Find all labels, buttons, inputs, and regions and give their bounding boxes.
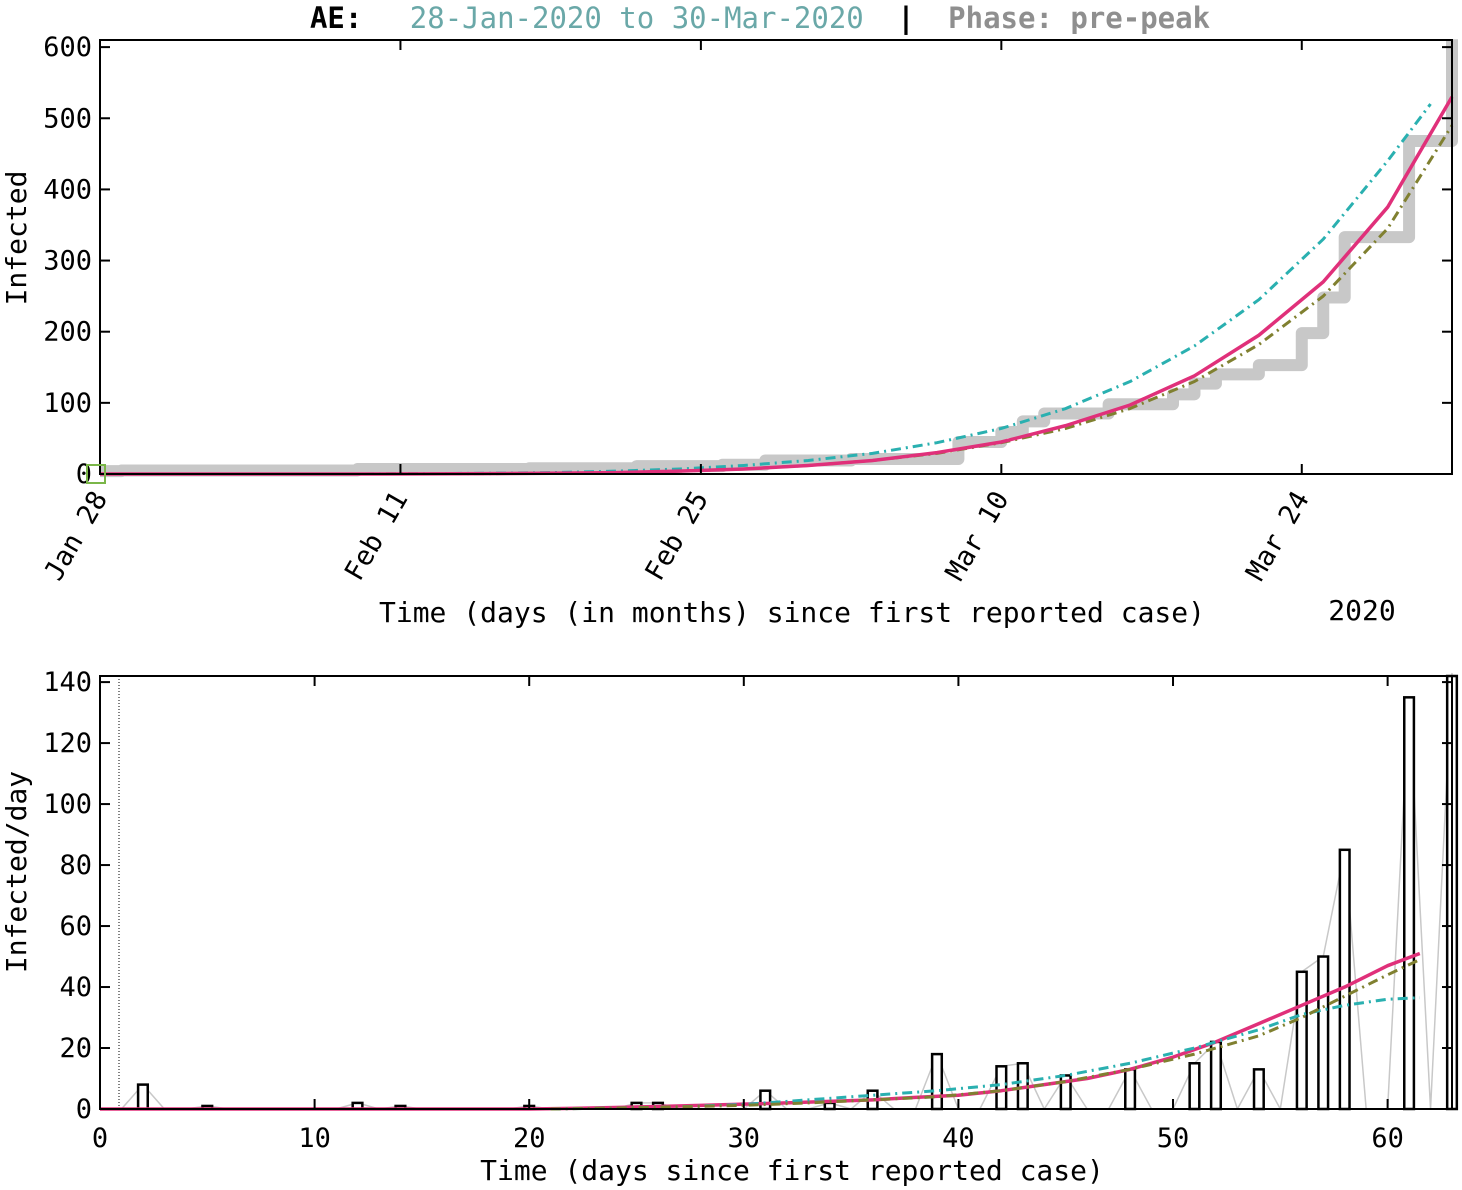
daily-bar	[136, 1083, 149, 1111]
daily-x-tick-label: 60	[1371, 1123, 1404, 1154]
daily-bar	[1209, 1040, 1223, 1111]
cumulative-fit-line-2	[100, 124, 1454, 476]
daily-y-label: Infected/day	[0, 771, 33, 973]
daily-x-tick-label: 10	[298, 1123, 331, 1154]
daily-bar	[1124, 1068, 1137, 1111]
daily-bar	[1252, 1068, 1265, 1111]
daily-bar	[1403, 696, 1416, 1111]
cumulative-x-tick-label: Mar 24	[1240, 486, 1316, 586]
first-case-marker	[86, 464, 106, 484]
daily-y-tick-label: 100	[43, 789, 92, 820]
cumulative-x-tick-label: Feb 11	[339, 486, 415, 586]
cumulative-y-tick-label: 300	[43, 246, 92, 277]
daily-x-ticks: 0 10 20 30 40 50 60	[92, 676, 1404, 1154]
header-country: AE:	[310, 1, 362, 35]
daily-y-tick-label: 120	[43, 728, 92, 759]
daily-y-tick-label: 40	[59, 972, 92, 1003]
daily-x-tick-label: 40	[942, 1123, 975, 1154]
cumulative-y-ticks: 0 100 200 300 400 500 600	[43, 32, 1452, 490]
cumulative-y-tick-label: 0	[76, 459, 92, 490]
daily-bar	[995, 1065, 1008, 1111]
daily-y-tick-label: 60	[59, 911, 92, 942]
daily-x-tick-label: 20	[513, 1123, 546, 1154]
cumulative-observed-line	[100, 39, 1458, 478]
daily-y-tick-label: 80	[59, 850, 92, 881]
cumulative-x-tick-label: Jan 28	[38, 486, 114, 586]
cumulative-y-label: Infected	[0, 171, 33, 306]
cumulative-y-tick-label: 200	[43, 317, 92, 348]
daily-plot-area	[100, 672, 1459, 1111]
cumulative-fit-line-3	[100, 96, 1454, 476]
daily-x-label: Time (days since first reported case)	[480, 1154, 1104, 1187]
daily-x-tick-label: 50	[1157, 1123, 1190, 1154]
daily-fit-line-2	[550, 958, 1421, 1111]
cumulative-plot-area	[100, 39, 1458, 478]
cumulative-y-tick-label: 600	[43, 32, 92, 63]
cumulative-x-ticks: Jan 28 Feb 11 Feb 25 Mar 10 Mar 24	[38, 40, 1316, 586]
daily-bar	[1317, 955, 1330, 1111]
cumulative-year-label: 2020	[1328, 594, 1395, 627]
cumulative-axes-frame	[99, 39, 1453, 475]
daily-bar	[1295, 970, 1308, 1111]
daily-chart: 0 20 40 60 80 100 120 140 0 10 20 30 40 50 60 Infecte…	[0, 667, 1459, 1187]
daily-y-tick-label: 20	[59, 1033, 92, 1064]
daily-x-tick-label: 30	[728, 1123, 761, 1154]
header-title: AE: 28-Jan-2020 to 30-Mar-2020 | Phase: …	[310, 1, 1210, 35]
cumulative-y-tick-label: 500	[43, 103, 92, 134]
cumulative-chart: 0 100 200 300 400 500 600 Jan 28 Feb 11 Feb 25 Ma…	[0, 32, 1458, 629]
daily-bar	[930, 1052, 944, 1111]
daily-fit-line-0	[100, 951, 1421, 1111]
daily-bar	[1188, 1062, 1201, 1111]
daily-axes-frame	[99, 675, 1453, 1110]
daily-bar	[1338, 848, 1351, 1111]
header-phase: Phase: pre-peak	[948, 1, 1210, 35]
cumulative-x-label: Time (days (in months) since first repor…	[379, 596, 1205, 629]
daily-bar	[759, 1089, 772, 1111]
daily-y-tick-label: 0	[76, 1094, 92, 1125]
cumulative-fit-line-1	[100, 103, 1432, 476]
cumulative-x-tick-label: Feb 25	[639, 486, 715, 586]
header-range: 28-Jan-2020 to 30-Mar-2020	[410, 1, 864, 35]
daily-y-ticks: 0 20 40 60 80 100 120 140	[43, 667, 1452, 1125]
cumulative-y-tick-label: 400	[43, 174, 92, 205]
daily-x-tick-label: 0	[92, 1123, 108, 1154]
header-separator: |	[897, 1, 914, 35]
cumulative-y-tick-label: 100	[43, 388, 92, 419]
daily-observed-line	[100, 672, 1453, 1110]
cumulative-x-tick-label: Mar 10	[940, 486, 1016, 586]
daily-y-tick-label: 140	[43, 667, 92, 698]
